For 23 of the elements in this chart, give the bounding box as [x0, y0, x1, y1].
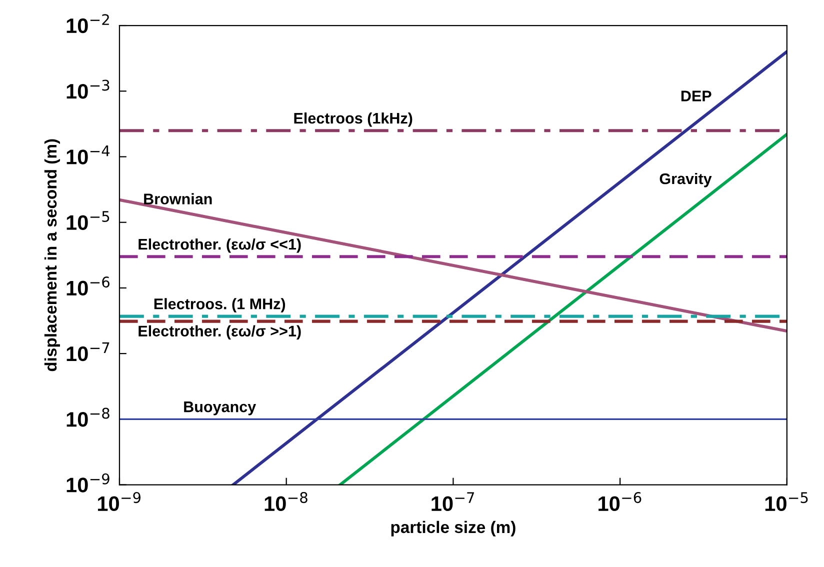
- series-label: Electroos. (1 MHz): [154, 298, 286, 312]
- y-tick-label: 10$^{−3}$: [66, 80, 110, 99]
- x-tick-label: 10$^{−8}$: [264, 492, 308, 512]
- y-tick-label: 10$^{−4}$: [66, 146, 110, 164]
- series-label: Electrother. (εω/σ >>1): [138, 325, 301, 340]
- series-label: DEP: [681, 90, 712, 102]
- y-tick-label: 10$^{−2}$: [66, 14, 109, 34]
- y-tick-label: 10$^{−9}$: [66, 473, 110, 492]
- x-axis-title: particle size (m): [391, 520, 516, 536]
- x-tick-label: 10$^{−9}$: [98, 492, 141, 512]
- x-tick-label: 10$^{−5}$: [765, 492, 808, 512]
- series-label: Electrother. (εω/σ <<1): [138, 238, 301, 253]
- x-tick-label: 10$^{−7}$: [432, 492, 474, 512]
- y-tick-label: 10$^{−8}$: [66, 408, 110, 427]
- y-tick-label: 10$^{−7}$: [66, 342, 110, 362]
- series-label: Electroos (1kHz): [294, 112, 412, 127]
- series-label: Gravity: [660, 172, 712, 188]
- y-axis-title: displacement in a second (m): [44, 139, 60, 372]
- series-label: Brownian: [144, 193, 212, 204]
- y-tick-label: 10$^{−6}$: [66, 276, 110, 296]
- x-tick-label: 10$^{−6}$: [598, 492, 642, 512]
- y-tick-label: 10$^{−5}$: [66, 211, 110, 230]
- series-label: Buoyancy: [184, 402, 256, 416]
